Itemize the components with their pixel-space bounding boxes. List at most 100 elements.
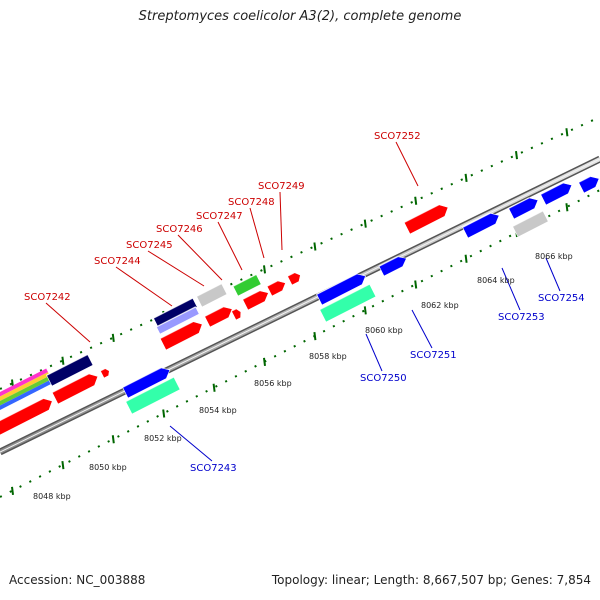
track-tick xyxy=(61,460,65,470)
track-tick xyxy=(464,254,468,263)
track-tick xyxy=(515,150,518,160)
gene-feature xyxy=(403,204,449,235)
leader-line xyxy=(411,309,433,349)
leader-line xyxy=(177,234,223,281)
track-tick xyxy=(61,356,65,365)
scale-label: 8058 kbp xyxy=(309,352,347,361)
scale-label: 8054 kbp xyxy=(199,406,237,415)
gene-feature xyxy=(155,306,200,335)
gene-label-reverse: SCO7250 xyxy=(360,373,407,384)
gene-feature xyxy=(46,353,94,387)
track-tick xyxy=(11,486,14,495)
scale-label: 8052 kbp xyxy=(144,434,182,443)
gene-glyph xyxy=(287,272,301,286)
track-tick xyxy=(263,265,266,274)
track-tick xyxy=(313,242,317,251)
track-tick xyxy=(565,128,569,137)
gene-feature xyxy=(231,308,242,321)
leader-line xyxy=(45,302,91,343)
track-tick xyxy=(363,219,367,228)
gene-label-reverse: SCO7253 xyxy=(498,312,545,323)
gene-feature xyxy=(125,376,181,415)
track-tick xyxy=(464,173,468,183)
gene-glyph xyxy=(99,368,110,379)
gene-feature xyxy=(540,182,573,206)
gene-feature xyxy=(242,290,269,311)
track-tick xyxy=(212,383,216,392)
genome-title: Streptomyces coelicolor A3(2), complete … xyxy=(138,9,462,24)
genome-summary: Topology: linear; Length: 8,667,507 bp; … xyxy=(271,573,591,587)
gene-feature xyxy=(319,283,377,323)
leader-line xyxy=(501,267,521,311)
gene-feature xyxy=(0,397,53,436)
scale-label: 8066 kbp xyxy=(535,252,573,261)
gene-glyph xyxy=(231,308,242,321)
scale-label: 8062 kbp xyxy=(421,301,459,310)
gene-glyph xyxy=(266,280,286,297)
gene-feature xyxy=(287,271,301,286)
track-tick xyxy=(363,306,367,315)
leader-line xyxy=(545,257,561,292)
gene-label-reverse: SCO7254 xyxy=(538,293,585,304)
scale-labels: 8048 kbp 8050 kbp 8052 kbp 8054 kbp 8056 kbp… xyxy=(33,252,573,501)
gene-feature xyxy=(512,210,549,238)
gene-label-reverse: SCO7251 xyxy=(410,350,457,361)
gene-features xyxy=(0,175,600,436)
gene-glyph xyxy=(204,306,233,328)
leader-line xyxy=(169,425,213,462)
gene-feature xyxy=(159,320,203,351)
gene-feature xyxy=(99,367,110,379)
gene-label-forward: SCO7252 xyxy=(374,131,421,142)
leader-line xyxy=(395,141,419,187)
gene-glyph xyxy=(403,204,449,235)
gene-label-forward: SCO7248 xyxy=(228,197,275,208)
accession-label: Accession: NC_003888 xyxy=(9,573,146,587)
leader-line xyxy=(249,207,265,259)
track-tick xyxy=(313,332,317,341)
track-tick xyxy=(111,333,115,342)
track-tick xyxy=(162,409,166,418)
gene-feature xyxy=(266,280,286,297)
left-stacked-feature xyxy=(0,368,54,410)
gene-feature xyxy=(462,212,500,239)
gene-label-forward: SCO7247 xyxy=(196,211,243,222)
scale-label: 8048 kbp xyxy=(33,492,71,501)
gene-label-forward: SCO7242 xyxy=(24,292,71,303)
genome-axis xyxy=(0,155,600,456)
gene-feature xyxy=(508,197,539,220)
gene-feature xyxy=(232,273,262,297)
gene-glyph xyxy=(196,283,228,308)
scale-label: 8064 kbp xyxy=(477,276,515,285)
scale-label: 8050 kbp xyxy=(89,463,127,472)
gene-feature xyxy=(196,282,228,308)
track-tick xyxy=(414,280,418,289)
reverse-dotted-track xyxy=(0,189,600,498)
track-tick xyxy=(565,203,569,212)
gene-labels: SCO7242 SCO7244 SCO7245 SCO7246 SCO7247 SCO72… xyxy=(24,131,585,474)
leader-line xyxy=(279,191,283,251)
forward-dotted-track xyxy=(0,116,600,390)
leader-line xyxy=(365,333,383,372)
gene-label-reverse: SCO7243 xyxy=(190,463,237,474)
gene-label-forward: SCO7249 xyxy=(258,181,305,192)
gene-label-forward: SCO7244 xyxy=(94,256,141,267)
track-tick xyxy=(414,196,418,205)
scale-label: 8056 kbp xyxy=(254,379,292,388)
gene-label-forward: SCO7245 xyxy=(126,240,173,251)
gene-feature xyxy=(578,175,600,194)
gene-label-forward: SCO7246 xyxy=(156,224,203,235)
track-tick xyxy=(111,435,115,444)
leader-line xyxy=(147,250,205,287)
gene-feature xyxy=(122,367,171,399)
gene-feature xyxy=(316,273,367,306)
gene-feature xyxy=(378,255,407,277)
gene-feature xyxy=(51,373,99,405)
leader-line xyxy=(115,266,173,307)
label-leader-lines xyxy=(45,141,561,462)
gene-feature xyxy=(204,306,233,328)
scale-label: 8060 kbp xyxy=(365,326,403,335)
track-tick xyxy=(263,357,266,367)
leader-line xyxy=(217,221,243,271)
